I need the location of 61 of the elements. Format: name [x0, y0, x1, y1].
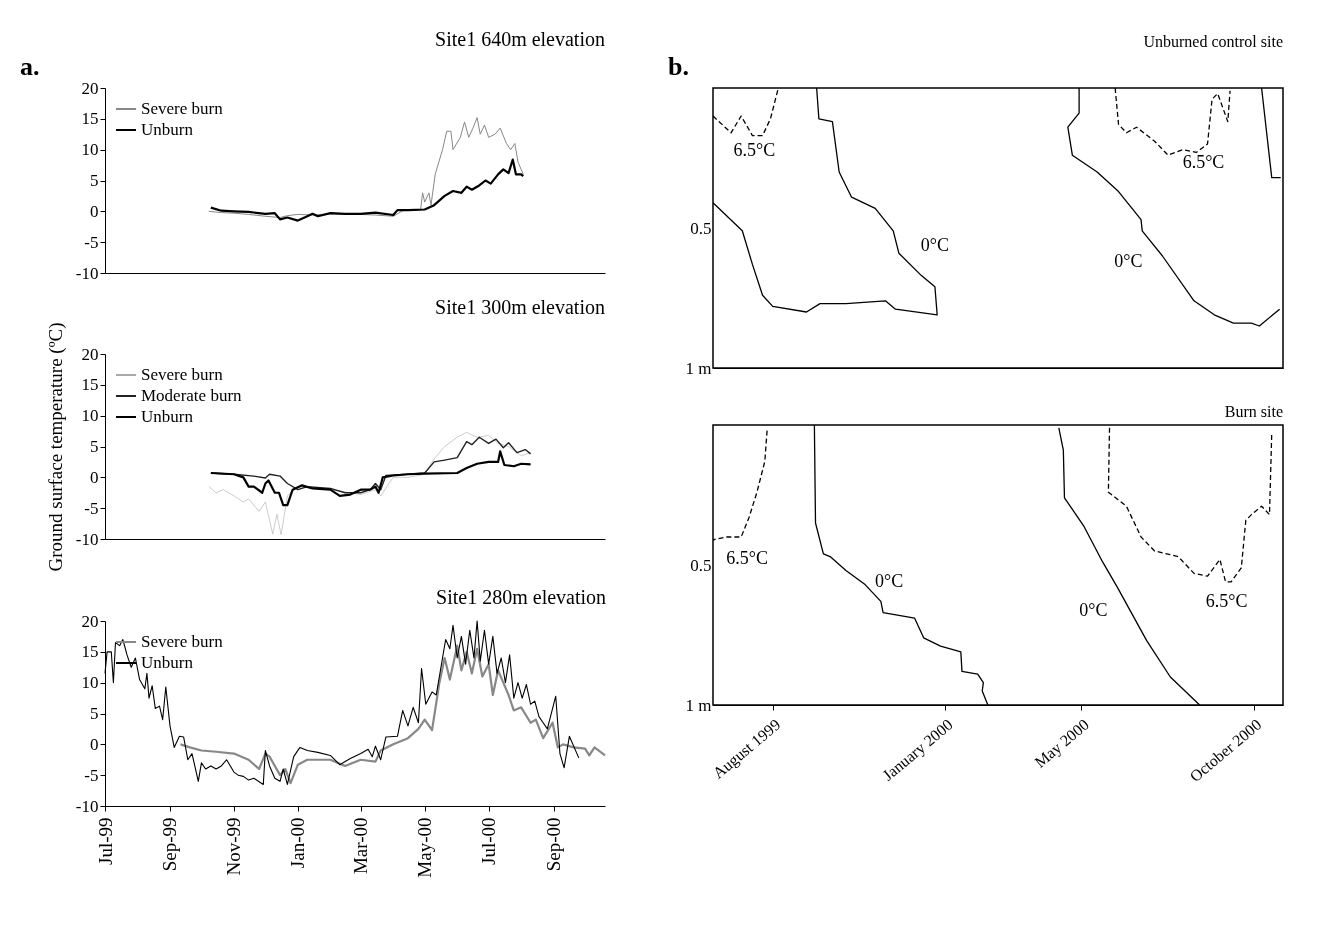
y-tick-label: 0 — [90, 734, 99, 754]
y-tick-label: 1 m — [685, 358, 712, 378]
y-tick-label: 15 — [81, 109, 99, 129]
y-tick-label: 0 — [90, 201, 99, 221]
y-tick-label: 0.5 — [690, 555, 712, 575]
y-tick-label: 15 — [81, 642, 99, 662]
legend-label: Unburn — [141, 653, 194, 672]
legend-label: Severe burn — [141, 632, 224, 651]
x-tick-label: May 2000 — [1031, 715, 1093, 772]
y-tick-label: 20 — [81, 344, 99, 364]
chart-title: Site1 640m elevation — [435, 28, 605, 50]
legend-label: Moderate burn — [141, 386, 243, 405]
y-tick-label: 10 — [81, 406, 99, 426]
x-tick-label: May-00 — [414, 817, 436, 878]
legend-label: Severe burn — [141, 99, 224, 118]
line-series — [209, 158, 525, 222]
line-series — [1107, 427, 1273, 583]
x-tick-label: Sep-00 — [543, 817, 565, 872]
y-tick-label: 20 — [81, 78, 99, 98]
legend-label: Unburn — [141, 120, 194, 139]
series-label: 0°C — [1079, 600, 1108, 621]
series-label: 0°C — [874, 570, 904, 591]
legend-label: Unburn — [141, 407, 194, 426]
y-tick-label: 10 — [81, 140, 99, 160]
series-label: 0°C — [1114, 251, 1143, 271]
text: b. — [668, 52, 689, 81]
text: a. — [20, 52, 40, 81]
series-label: 6.5°C — [1182, 152, 1225, 172]
line-series — [209, 450, 532, 507]
y-tick-label: 5 — [90, 171, 99, 190]
x-tick-label: Jan-00 — [287, 817, 309, 869]
y-tick-label: 5 — [90, 704, 99, 723]
y-tick-label: 0.5 — [690, 218, 712, 238]
chart-title: Site1 300m elevation — [435, 295, 605, 318]
y-tick-label: -5 — [84, 232, 99, 252]
series-label: 6.5°C — [733, 139, 776, 160]
x-tick-label: Jul-99 — [94, 817, 116, 865]
y-tick-label: 20 — [81, 611, 99, 631]
series-label: 0°C — [920, 235, 949, 256]
x-tick-label: Nov-99 — [223, 817, 245, 876]
y-tick-label: -10 — [75, 529, 99, 549]
series-label: 6.5°C — [726, 548, 769, 568]
y-tick-label: -10 — [75, 796, 99, 816]
y-tick-label: -5 — [84, 765, 99, 785]
chart-title: Burn site — [1224, 403, 1283, 421]
chart-title: Unburned control site — [1143, 33, 1283, 50]
y-tick-label: 0 — [90, 467, 99, 487]
chart-title: Site1 280m elevation — [436, 586, 607, 608]
series-label: 6.5°C — [1205, 590, 1248, 611]
y-tick-label: -10 — [75, 263, 99, 283]
legend-label: Severe burn — [141, 365, 224, 384]
x-tick-label: Sep-99 — [159, 817, 181, 872]
y-tick-label: 1 m — [685, 695, 712, 715]
y-tick-label: 15 — [81, 375, 99, 395]
y-tick-label: 5 — [90, 437, 99, 456]
y-axis-title: Ground surface temperature (ºC) — [44, 322, 67, 572]
x-tick-label: Mar-00 — [350, 817, 372, 875]
y-tick-label: 10 — [81, 673, 99, 693]
x-tick-label: Jul-00 — [478, 817, 500, 865]
line-series — [208, 117, 524, 218]
y-tick-label: -5 — [84, 498, 99, 518]
